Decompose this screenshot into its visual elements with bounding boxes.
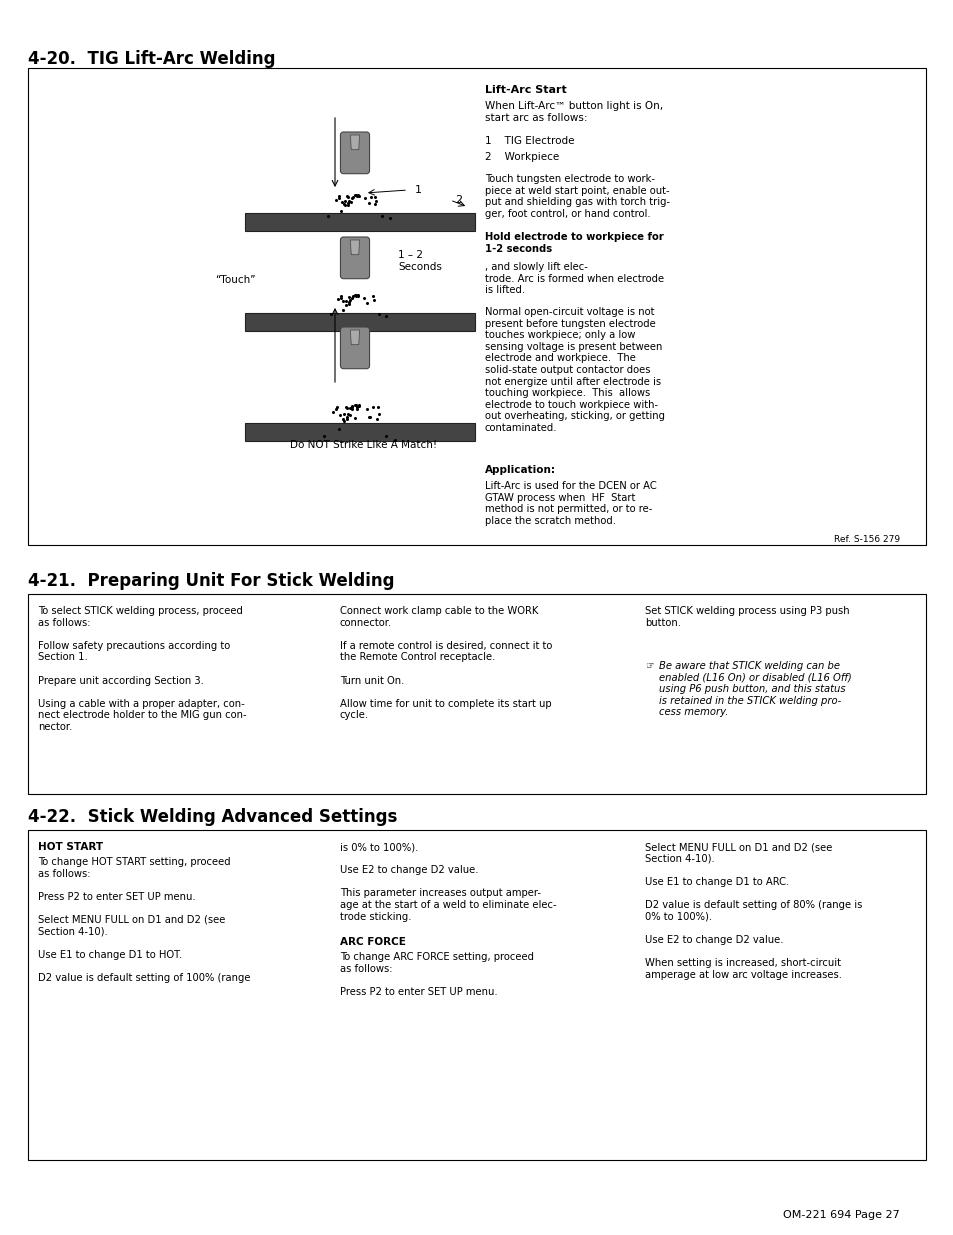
- Text: 2: 2: [455, 195, 461, 205]
- Text: To select STICK welding process, proceed
as follows:

Follow safety precautions : To select STICK welding process, proceed…: [38, 606, 247, 732]
- FancyBboxPatch shape: [340, 237, 369, 279]
- Text: HOT START: HOT START: [38, 842, 103, 852]
- Text: To change ARC FORCE setting, proceed
as follows:

Press P2 to enter SET UP menu.: To change ARC FORCE setting, proceed as …: [339, 952, 534, 997]
- Text: Touch tungsten electrode to work-
piece at weld start point, enable out-
put and: Touch tungsten electrode to work- piece …: [484, 174, 669, 219]
- Text: When Lift-Arc™ button light is On,
start arc as follows:: When Lift-Arc™ button light is On, start…: [484, 101, 662, 122]
- FancyBboxPatch shape: [340, 132, 369, 174]
- Text: ARC FORCE: ARC FORCE: [339, 937, 405, 947]
- Text: OM-221 694 Page 27: OM-221 694 Page 27: [782, 1210, 899, 1220]
- Text: Application:: Application:: [484, 466, 556, 475]
- Text: , and slowly lift elec-
trode. Arc is formed when electrode
is lifted.: , and slowly lift elec- trode. Arc is fo…: [484, 262, 663, 295]
- Text: 1: 1: [415, 185, 421, 195]
- Text: Ref. S-156 279: Ref. S-156 279: [833, 535, 899, 543]
- Bar: [28, 830, 925, 1160]
- Polygon shape: [350, 240, 359, 254]
- Bar: [245, 312, 475, 331]
- Text: 4-22.  Stick Welding Advanced Settings: 4-22. Stick Welding Advanced Settings: [28, 808, 397, 826]
- Text: Lift-Arc is used for the DCEN or AC
GTAW process when  HF  Start
method is not p: Lift-Arc is used for the DCEN or AC GTAW…: [484, 480, 656, 526]
- Text: Set STICK welding process using P3 push
button.: Set STICK welding process using P3 push …: [644, 606, 849, 627]
- Text: 2    Workpiece: 2 Workpiece: [484, 152, 558, 162]
- Polygon shape: [350, 330, 359, 345]
- Text: 1 – 2
Seconds: 1 – 2 Seconds: [397, 249, 441, 272]
- Text: Do NOT Strike Like A Match!: Do NOT Strike Like A Match!: [290, 440, 436, 450]
- Text: is 0% to 100%).

Use E2 to change D2 value.

This parameter increases output amp: is 0% to 100%). Use E2 to change D2 valu…: [339, 842, 556, 921]
- Bar: [28, 68, 925, 545]
- Bar: [245, 424, 475, 441]
- Text: Hold electrode to workpiece for
1-2 seconds: Hold electrode to workpiece for 1-2 seco…: [484, 232, 663, 253]
- Text: Normal open-circuit voltage is not
present before tungsten electrode
touches wor: Normal open-circuit voltage is not prese…: [484, 308, 664, 433]
- Text: Connect work clamp cable to the WORK
connector.

If a remote control is desired,: Connect work clamp cable to the WORK con…: [339, 606, 552, 720]
- Text: Lift-Arc Start: Lift-Arc Start: [484, 85, 566, 95]
- Text: 4-20.  TIG Lift-Arc Welding: 4-20. TIG Lift-Arc Welding: [28, 49, 275, 68]
- Text: Be aware that STICK welding can be
enabled (L16 On) or disabled (L16 Off)
using : Be aware that STICK welding can be enabl…: [659, 661, 851, 718]
- Bar: [245, 212, 475, 231]
- FancyBboxPatch shape: [340, 327, 369, 369]
- Text: “Touch”: “Touch”: [214, 275, 255, 285]
- Text: ☞: ☞: [644, 661, 653, 671]
- Text: 4-21.  Preparing Unit For Stick Welding: 4-21. Preparing Unit For Stick Welding: [28, 572, 395, 590]
- Polygon shape: [350, 135, 359, 149]
- Bar: [28, 594, 925, 794]
- Text: To change HOT START setting, proceed
as follows:

Press P2 to enter SET UP menu.: To change HOT START setting, proceed as …: [38, 857, 251, 983]
- Text: Select MENU FULL on D1 and D2 (see
Section 4-10).

Use E1 to change D1 to ARC.

: Select MENU FULL on D1 and D2 (see Secti…: [644, 842, 862, 979]
- Text: 1    TIG Electrode: 1 TIG Electrode: [484, 136, 574, 146]
